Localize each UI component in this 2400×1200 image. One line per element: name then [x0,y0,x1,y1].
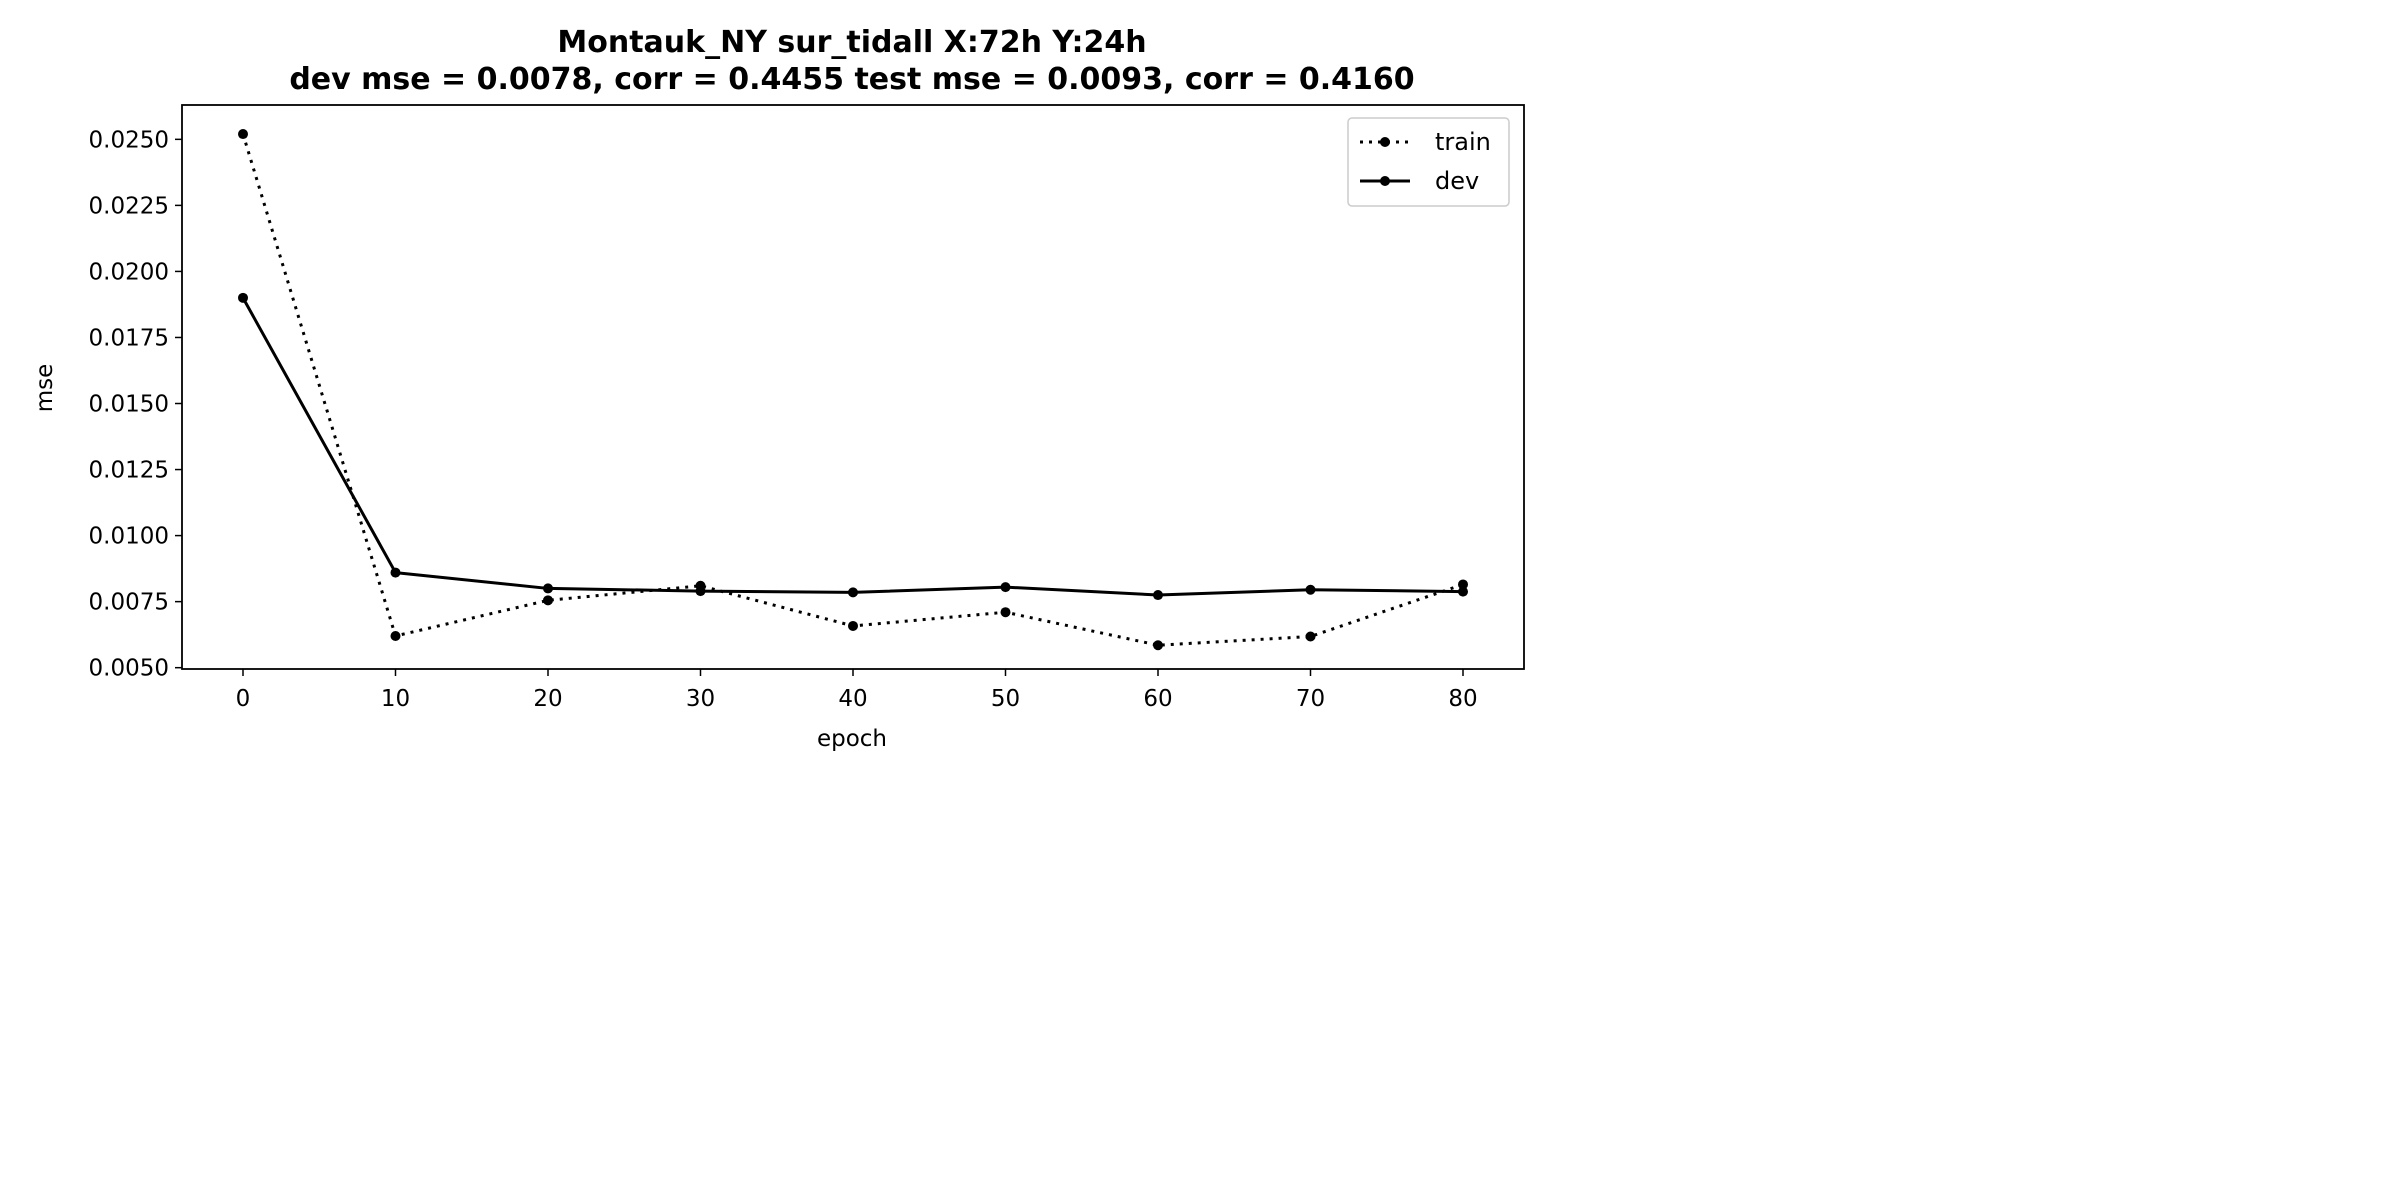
x-tick-label: 70 [1296,686,1325,712]
series-train-point [1153,640,1163,651]
series-train-point [848,620,858,631]
y-tick-label: 0.0075 [89,590,169,616]
legend-train-label: train [1435,128,1491,156]
x-tick-label: 30 [686,686,715,712]
series-dev-point [238,292,248,303]
line-chart: Montauk_NY sur_tidall X:72h Y:24h dev ms… [0,0,1549,774]
legend-dev-label: dev [1435,167,1479,195]
legend-train-marker [1380,137,1390,147]
y-tick-label: 0.0050 [89,656,169,682]
chart-subtitle: dev mse = 0.0078, corr = 0.4455 test mse… [289,62,1414,97]
series-dev-point [848,587,858,598]
x-tick-label: 20 [533,686,562,712]
series-dev-point [1153,590,1163,601]
x-tick-label: 80 [1448,686,1477,712]
y-tick-label: 0.0225 [89,193,169,219]
legend: train dev [1347,117,1510,207]
series-train-point [1458,579,1468,590]
series-dev-point [543,583,553,594]
series-train-point [543,595,553,606]
series-train-point [1000,607,1011,618]
series-dev-point [1458,586,1468,597]
legend-dev-marker [1380,176,1390,186]
y-axis-label: mse [32,364,58,413]
x-tick-label: 50 [991,686,1020,712]
series-dev-point [695,586,706,597]
series-dev-point [1000,582,1011,593]
series-dev-point [1305,584,1316,595]
y-tick-label: 0.0125 [89,458,169,484]
series-train-point [390,630,401,641]
x-tick-label: 40 [838,686,867,712]
series-dev-point [390,567,401,578]
x-axis-label: epoch [817,726,887,752]
x-tick-label: 0 [236,686,251,712]
y-tick-label: 0.0150 [89,392,169,418]
y-tick-label: 0.0100 [89,524,169,550]
y-tick-label: 0.0200 [89,259,169,285]
series-train-point [238,129,248,140]
chart-title: Montauk_NY sur_tidall X:72h Y:24h [557,25,1146,60]
x-tick-label: 10 [381,686,410,712]
y-tick-label: 0.0250 [89,127,169,153]
series-layer [238,129,1468,651]
y-tick-label: 0.0175 [89,325,169,351]
x-tick-label: 60 [1143,686,1172,712]
series-train-point [1305,631,1316,642]
chart-background [0,0,1549,774]
axes-layer: 0 10 20 30 40 50 60 70 80 0.0050 0.0075 0.0100 0.012… [89,104,1525,712]
